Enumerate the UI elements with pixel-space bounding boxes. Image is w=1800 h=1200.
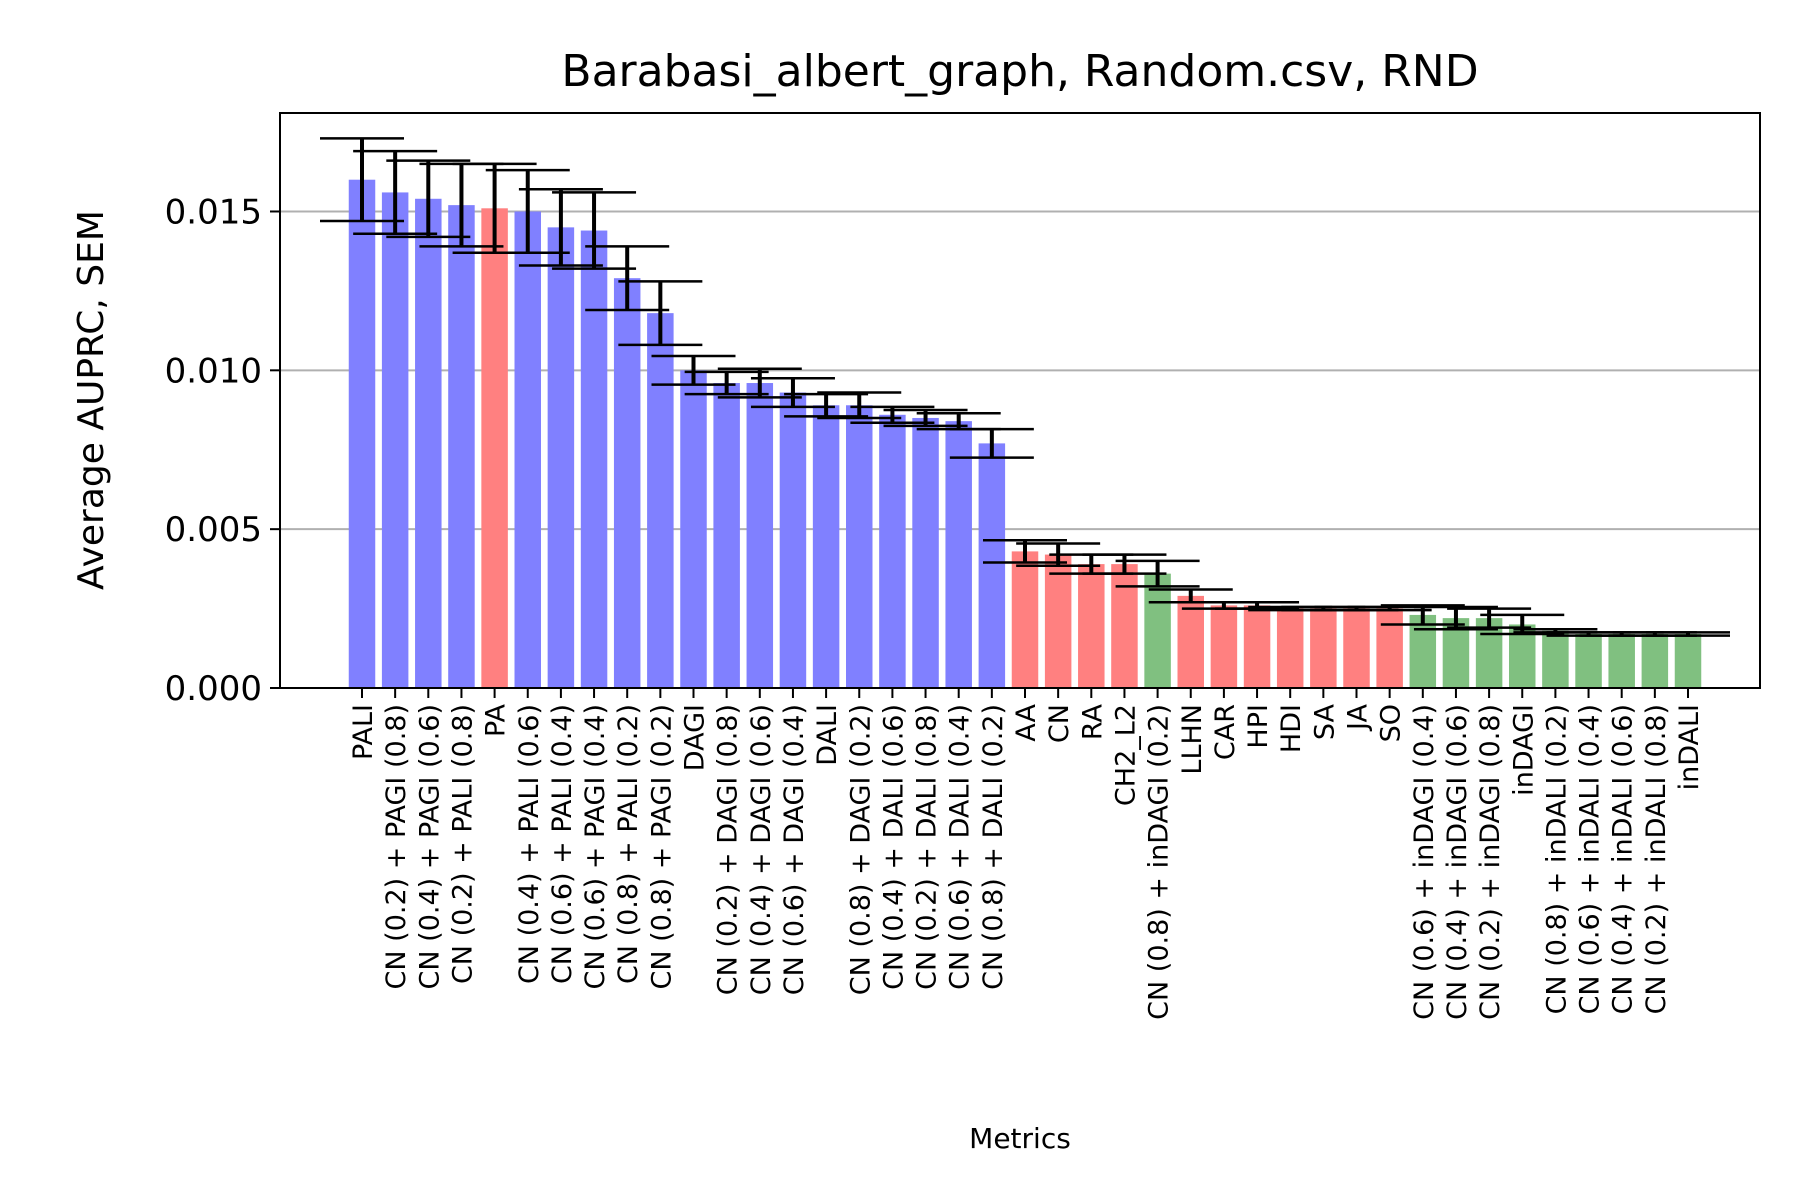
- x-tick-label: CN (0.6) + inDALI (0.4): [1575, 704, 1606, 1014]
- x-tick-label: CN (0.8) + PALI (0.2): [613, 704, 644, 984]
- x-tick-label: SO: [1376, 704, 1407, 742]
- bar: [945, 421, 972, 688]
- bar: [1243, 605, 1271, 688]
- bar: [1376, 608, 1403, 688]
- bar: [348, 179, 376, 688]
- bar: [613, 278, 641, 688]
- bar: [448, 205, 475, 688]
- bar: [1674, 633, 1702, 688]
- x-tick-label: SA: [1309, 703, 1340, 740]
- bar: [580, 230, 608, 688]
- bar: [1542, 630, 1569, 688]
- bar: [415, 198, 442, 688]
- bar: [713, 383, 740, 688]
- bar: [680, 370, 707, 688]
- x-tick-label: CAR: [1210, 704, 1241, 760]
- bar: [879, 414, 906, 688]
- bar: [779, 392, 807, 688]
- x-tick-label: CN (0.6) + PALI (0.4): [547, 704, 578, 984]
- bar: [1276, 608, 1304, 688]
- x-axis-label: Metrics: [969, 1122, 1071, 1155]
- x-tick-label: CN (0.2) + inDAGI (0.8): [1475, 704, 1506, 1020]
- bar: [1409, 614, 1437, 688]
- y-axis: 0.000 0.005 0.010 0.015: [165, 192, 280, 709]
- x-tick-label: PA: [481, 703, 512, 737]
- x-tick-label: CN (0.6) + DALI (0.4): [945, 704, 976, 990]
- x-tick-label: CN (0.8) + DAGI (0.2): [845, 704, 876, 995]
- x-tick-label: CN (0.4) + PALI (0.6): [514, 704, 545, 984]
- bar: [1608, 633, 1635, 688]
- x-tick-label: DAGI: [680, 704, 711, 771]
- bar: [1210, 605, 1238, 688]
- bar: [647, 313, 674, 688]
- x-tick-label: CN (0.4) + DAGI (0.6): [746, 704, 777, 995]
- x-tick-label: CN (0.6) + PAGI (0.4): [580, 704, 611, 989]
- x-tick-label: CN (0.8) + PAGI (0.2): [646, 704, 677, 989]
- bar: [1641, 633, 1669, 688]
- x-tick-label: inDAGI: [1508, 704, 1539, 796]
- bar: [1575, 633, 1602, 688]
- x-tick-label: CN (0.4) + DALI (0.6): [878, 704, 909, 990]
- bar: [912, 417, 939, 688]
- x-tick-label: DALI: [812, 704, 843, 766]
- y-tick-label: 0.005: [165, 510, 262, 550]
- x-tick-label: CN (0.2) + PAGI (0.8): [381, 704, 412, 989]
- bar: [1310, 608, 1337, 688]
- x-tick-label: CH2_L2: [1110, 704, 1141, 806]
- bar: [746, 383, 774, 688]
- x-tick-label: CN (0.2) + inDALI (0.8): [1641, 704, 1672, 1014]
- bar: [1343, 608, 1370, 688]
- x-tick-label: CN: [1044, 704, 1075, 743]
- x-tick-label: CN (0.4) + PAGI (0.6): [414, 704, 445, 989]
- x-tick-label: PALI: [348, 704, 379, 760]
- x-tick-label: CN (0.6) + DAGI (0.4): [779, 704, 810, 995]
- bar: [1111, 564, 1138, 688]
- bar: [846, 405, 873, 688]
- x-tick-label: CN (0.4) + inDAGI (0.6): [1442, 704, 1473, 1020]
- bar: [547, 227, 575, 689]
- x-tick-label: CN (0.8) + inDAGI (0.2): [1144, 704, 1175, 1020]
- y-tick-label: 0.010: [165, 351, 262, 391]
- bar: [1144, 573, 1171, 688]
- chart-title: Barabasi_albert_graph, Random.csv, RND: [561, 46, 1478, 97]
- error-bars: [320, 137, 1730, 637]
- x-tick-label: CN (0.8) + DALI (0.2): [978, 704, 1009, 990]
- y-axis-label: Average AUPRC, SEM: [71, 210, 112, 590]
- y-tick-label: 0.015: [165, 192, 262, 232]
- bar: [1044, 554, 1072, 688]
- x-tick-label: CN (0.4) + inDALI (0.6): [1608, 704, 1639, 1014]
- x-tick-label: RA: [1077, 703, 1108, 740]
- x-tick-label: LLHN: [1177, 704, 1208, 775]
- bar: [1078, 564, 1105, 688]
- bar: [514, 211, 541, 689]
- bar: [1177, 595, 1204, 688]
- x-tick-label: HDI: [1276, 704, 1307, 753]
- x-tick-label: inDALI: [1674, 704, 1705, 790]
- bar: [381, 192, 409, 688]
- bars: [348, 179, 1702, 689]
- plot-frame: [279, 112, 1761, 689]
- x-tick-label: CN (0.2) + PALI (0.8): [447, 704, 478, 984]
- x-tick-label: CN (0.6) + inDAGI (0.4): [1409, 704, 1440, 1020]
- x-tick-label: HPI: [1243, 704, 1274, 749]
- x-tick-label: AA: [1011, 703, 1042, 741]
- x-tick-label: CN (0.2) + DALI (0.8): [912, 704, 943, 990]
- x-tick-label: CN (0.2) + DAGI (0.8): [713, 704, 744, 995]
- bar: [481, 208, 508, 688]
- bar: [1011, 551, 1039, 688]
- x-axis: PALI CN (0.2) + PAGI (0.8) CN (0.4) + PAGI…: [348, 688, 1705, 1020]
- x-tick-label: JA: [1343, 703, 1374, 731]
- bar: [978, 443, 1006, 688]
- x-tick-label: CN (0.8) + inDALI (0.2): [1541, 704, 1572, 1014]
- bar: [812, 405, 840, 688]
- y-tick-label: 0.000: [165, 669, 262, 709]
